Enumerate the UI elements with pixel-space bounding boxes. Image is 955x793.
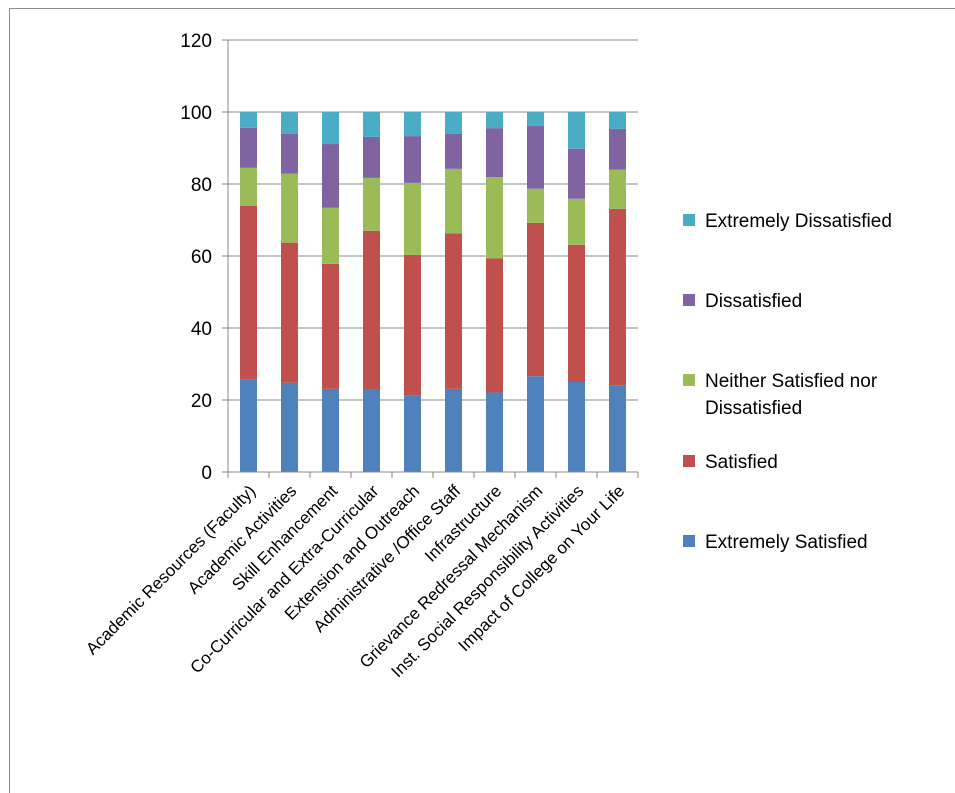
y-tick-label: 40: [191, 319, 212, 340]
legend-item: Extremely Dissatisfied: [683, 211, 892, 232]
bar-segment: [322, 207, 339, 264]
bar-segment: [609, 112, 626, 129]
bar-segment: [486, 128, 503, 178]
legend-swatch: [683, 535, 695, 547]
legend: Extremely Dissatisfied Dissatisfied Neithe…: [683, 211, 892, 553]
bar-segment: [322, 112, 339, 145]
bar-segment: [404, 182, 421, 255]
bar-segment: [486, 258, 503, 393]
bar-segment: [609, 128, 626, 170]
bar-segment: [322, 388, 339, 472]
bar-segment: [609, 169, 626, 209]
bar-segment: [240, 112, 257, 128]
bar-segment: [445, 388, 462, 472]
legend-label: Neither Satisfied nor Dissatisfied: [705, 371, 878, 419]
bar-segment: [527, 376, 544, 472]
legend-item: Satisfied: [683, 452, 778, 473]
bar-segment: [281, 382, 298, 472]
bar-segment: [568, 382, 585, 472]
bar-segment: [486, 392, 503, 472]
bar-segment: [322, 144, 339, 208]
bar-segment: [281, 173, 298, 243]
bar-segment: [527, 222, 544, 377]
bar-segment: [240, 127, 257, 168]
bar-segment: [445, 168, 462, 234]
bar-segment: [363, 230, 380, 390]
bar-segment: [240, 379, 257, 472]
bar-segment: [445, 233, 462, 389]
bar-segment: [363, 136, 380, 178]
bar-segment: [404, 254, 421, 396]
bar-segment: [527, 188, 544, 223]
bar-segment: [404, 112, 421, 137]
y-axis-ticks: 0 20 40 60 80 100 120: [180, 31, 212, 484]
bar-segment: [363, 177, 380, 231]
bar-segment: [486, 177, 503, 259]
bar-segment: [486, 112, 503, 129]
bar-segment: [240, 167, 257, 206]
bar-segment: [609, 385, 626, 472]
bar-segment: [568, 148, 585, 199]
bar-segment: [527, 126, 544, 189]
bar-segment: [363, 112, 380, 137]
bar-segment: [527, 112, 544, 127]
y-tick-label: 120: [180, 31, 212, 52]
y-tick-label: 60: [191, 247, 212, 268]
bar-segment: [281, 112, 298, 134]
legend-swatch: [683, 294, 695, 306]
legend-swatch: [683, 214, 695, 226]
bar-segment: [568, 198, 585, 245]
y-tick-label: 80: [191, 175, 212, 196]
bar-segment: [404, 395, 421, 472]
bar-segment: [445, 112, 462, 134]
legend-item: Dissatisfied: [683, 291, 802, 312]
y-tick-label: 0: [201, 463, 212, 484]
bar-segment: [240, 205, 257, 380]
bar-segment: [609, 208, 626, 386]
axes: [222, 39, 639, 478]
bar-segment: [363, 389, 380, 472]
x-axis-labels: Academic Resources (Faculty)Academic Act…: [82, 481, 628, 681]
legend-label: Satisfied: [705, 452, 778, 473]
legend-item: Neither Satisfied nor Dissatisfied: [683, 371, 878, 419]
bars: [240, 112, 626, 472]
y-tick-label: 100: [180, 103, 212, 124]
bar-segment: [568, 244, 585, 382]
bar-segment: [281, 133, 298, 174]
chart-frame: [9, 8, 955, 793]
bar-segment: [281, 242, 298, 383]
legend-label: Dissatisfied: [705, 291, 802, 312]
legend-swatch: [683, 455, 695, 467]
bar-segment: [322, 263, 339, 389]
legend-item: Extremely Satisfied: [683, 532, 868, 553]
legend-label: Extremely Dissatisfied: [705, 211, 892, 232]
legend-label: Extremely Satisfied: [705, 532, 868, 553]
bar-segment: [445, 133, 462, 169]
legend-swatch: [683, 374, 695, 386]
bar-segment: [568, 112, 585, 149]
bar-segment: [404, 136, 421, 183]
y-tick-label: 20: [191, 391, 212, 412]
